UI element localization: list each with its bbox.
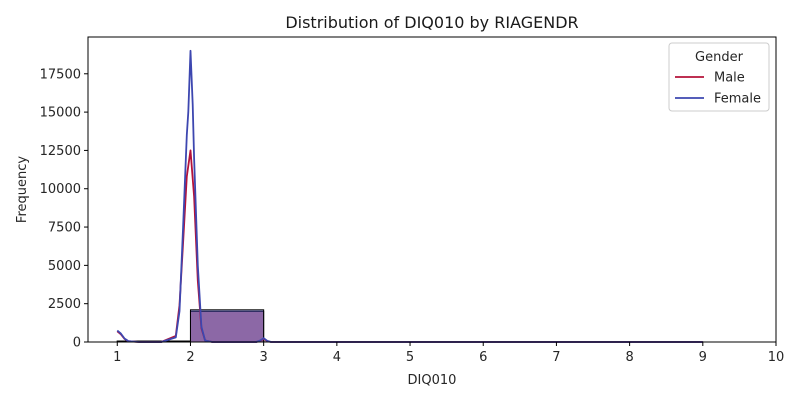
plot-area-frame — [87, 36, 777, 343]
x-tick-label: 10 — [768, 350, 785, 365]
x-tick-label: 9 — [699, 350, 707, 365]
y-tick-label: 12500 — [40, 144, 81, 159]
x-tick-label: 2 — [186, 350, 194, 365]
x-axis-title: DIQ010 — [408, 373, 457, 388]
y-tick-label: 2500 — [48, 297, 81, 312]
x-tick-label: 6 — [479, 350, 487, 365]
y-axis-ticks: 0 2500 5000 7500 10000 12500 15000 17500 — [40, 67, 88, 351]
legend-label-female: Female — [714, 92, 761, 107]
x-tick-label: 3 — [260, 350, 268, 365]
legend-box — [668, 42, 770, 112]
x-tick-label: 5 — [406, 350, 414, 365]
y-tick-label: 7500 — [48, 221, 81, 236]
x-axis-ticks: 1 2 3 4 5 6 7 8 9 10 — [113, 342, 784, 365]
x-tick-label: 8 — [625, 350, 633, 365]
y-tick-label: 10000 — [40, 182, 81, 197]
x-tick-label: 1 — [113, 350, 121, 365]
legend-title: Gender — [695, 50, 744, 65]
y-tick-label: 0 — [73, 336, 81, 351]
x-tick-label: 4 — [333, 350, 341, 365]
kde-lines — [116, 49, 703, 343]
legend-label-male: Male — [714, 71, 745, 86]
y-tick-label: 17500 — [40, 67, 81, 82]
legend: Gender Male Female — [668, 42, 770, 112]
histogram-bar-female — [189, 309, 265, 343]
y-tick-label: 5000 — [48, 259, 81, 274]
y-axis-title: Frequency — [15, 156, 30, 223]
kde-line-female — [116, 49, 703, 343]
y-tick-label: 15000 — [40, 106, 81, 121]
chart-title: Distribution of DIQ010 by RIAGENDR — [285, 13, 578, 32]
x-tick-label: 7 — [552, 350, 560, 365]
